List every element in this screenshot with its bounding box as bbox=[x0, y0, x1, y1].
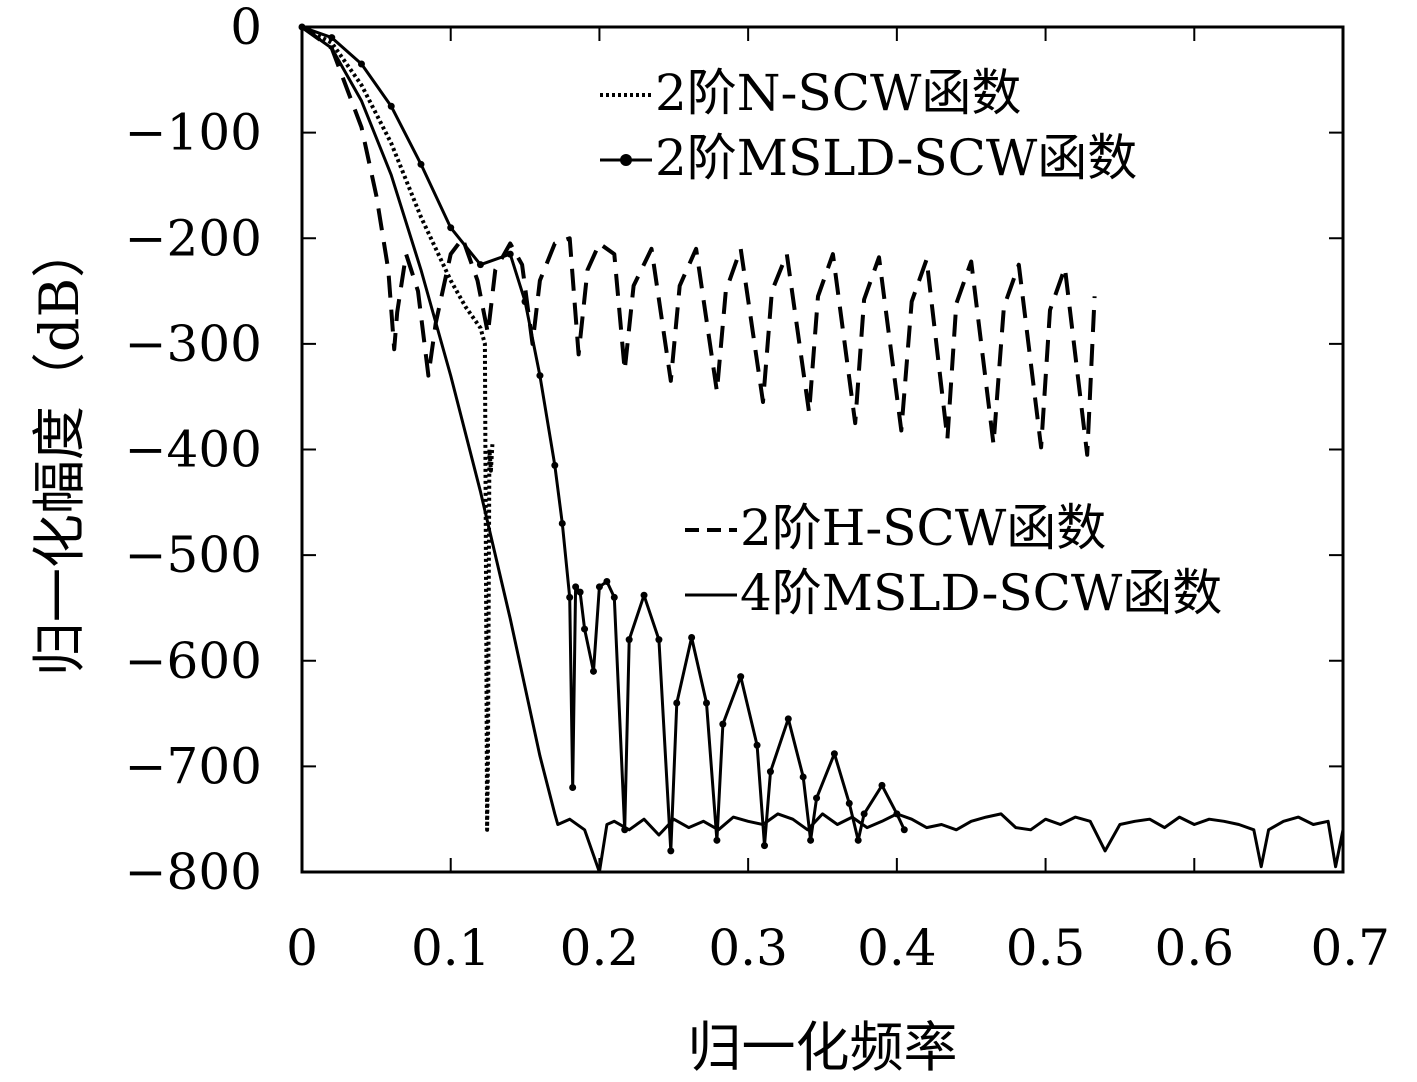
series-point bbox=[536, 372, 544, 380]
series-point bbox=[753, 741, 761, 749]
series-point bbox=[737, 673, 745, 681]
legend-label: 2阶N-SCW函数 bbox=[655, 64, 1021, 122]
series-point bbox=[566, 593, 574, 601]
series-point bbox=[551, 461, 559, 469]
series-point bbox=[610, 593, 618, 601]
x-tick-label: 0.7 bbox=[1310, 919, 1390, 977]
series-point bbox=[581, 625, 589, 633]
series-point bbox=[854, 836, 862, 844]
series-point bbox=[447, 224, 455, 232]
series-point bbox=[878, 781, 886, 789]
x-tick-label: 0.6 bbox=[1155, 919, 1235, 977]
series-point bbox=[673, 699, 681, 707]
series-line-dotted bbox=[301, 25, 495, 832]
series-line-line-dot bbox=[301, 25, 906, 853]
series-point bbox=[807, 836, 815, 844]
x-tick-label: 0 bbox=[286, 919, 318, 977]
legend-label: 2阶H-SCW函数 bbox=[740, 499, 1106, 557]
series-line-solid bbox=[301, 25, 1345, 874]
legend: 2阶N-SCW函数 2阶MSLD-SCW函数 2阶H-SCW函数 4阶MSLD-SCW… bbox=[600, 64, 1222, 622]
series-point bbox=[830, 750, 838, 758]
y-tick-label: −700 bbox=[125, 737, 262, 795]
series-point bbox=[569, 784, 577, 791]
series-line-dashed bbox=[300, 25, 1097, 457]
y-axis-label: 归一化幅度（dB） bbox=[28, 224, 91, 676]
series-point bbox=[558, 519, 566, 527]
series-point bbox=[589, 667, 597, 675]
series-point bbox=[595, 583, 603, 591]
legend-label: 4阶MSLD-SCW函数 bbox=[740, 564, 1222, 622]
series-point bbox=[387, 102, 395, 110]
series-point bbox=[521, 298, 529, 306]
x-tick-label: 0.4 bbox=[857, 919, 937, 977]
series-point bbox=[640, 591, 648, 599]
series-point bbox=[667, 847, 675, 855]
x-tick-label: 0.1 bbox=[411, 919, 491, 977]
series-point bbox=[688, 634, 696, 642]
y-tick-label: −800 bbox=[125, 843, 262, 901]
y-tick-label: −500 bbox=[125, 526, 262, 584]
plot-frame bbox=[300, 25, 1345, 874]
series-point bbox=[845, 799, 853, 807]
series-point bbox=[655, 636, 663, 644]
series-point bbox=[506, 250, 514, 258]
series-point bbox=[357, 60, 365, 68]
series-point bbox=[576, 588, 584, 596]
x-tick-label: 0.5 bbox=[1006, 919, 1086, 977]
y-tick-label: 0 bbox=[230, 0, 262, 56]
series-point bbox=[766, 768, 774, 776]
x-tick-label: 0.3 bbox=[708, 919, 788, 977]
series-point bbox=[625, 636, 633, 644]
series-point bbox=[572, 583, 580, 591]
legend-sample-point bbox=[620, 154, 632, 166]
legend-label: 2阶MSLD-SCW函数 bbox=[655, 129, 1137, 187]
y-tick-label: −400 bbox=[125, 421, 262, 479]
tick-layer: 0 −100 −200 −300 −400 −500 −600 −700 −800 0 0.1 0.2… bbox=[125, 0, 1390, 977]
series-point bbox=[703, 699, 711, 707]
series-point bbox=[476, 261, 484, 269]
series-point bbox=[328, 34, 336, 42]
series-point bbox=[603, 578, 611, 586]
series-point bbox=[761, 842, 769, 850]
series-point bbox=[417, 160, 425, 168]
series-point bbox=[813, 794, 821, 802]
series-layer bbox=[298, 23, 1345, 874]
series-point bbox=[900, 826, 908, 834]
series-point bbox=[799, 773, 807, 781]
x-tick-label: 0.2 bbox=[560, 919, 640, 977]
y-tick-label: −300 bbox=[125, 315, 262, 373]
y-tick-label: −100 bbox=[125, 104, 262, 162]
series-point bbox=[860, 810, 868, 818]
y-tick-label: −600 bbox=[125, 632, 262, 690]
y-tick-label: −200 bbox=[125, 209, 262, 267]
x-axis-label: 归一化频率 bbox=[688, 1016, 958, 1079]
series-point bbox=[784, 715, 792, 723]
series-point bbox=[713, 836, 721, 844]
series-point bbox=[719, 720, 727, 728]
